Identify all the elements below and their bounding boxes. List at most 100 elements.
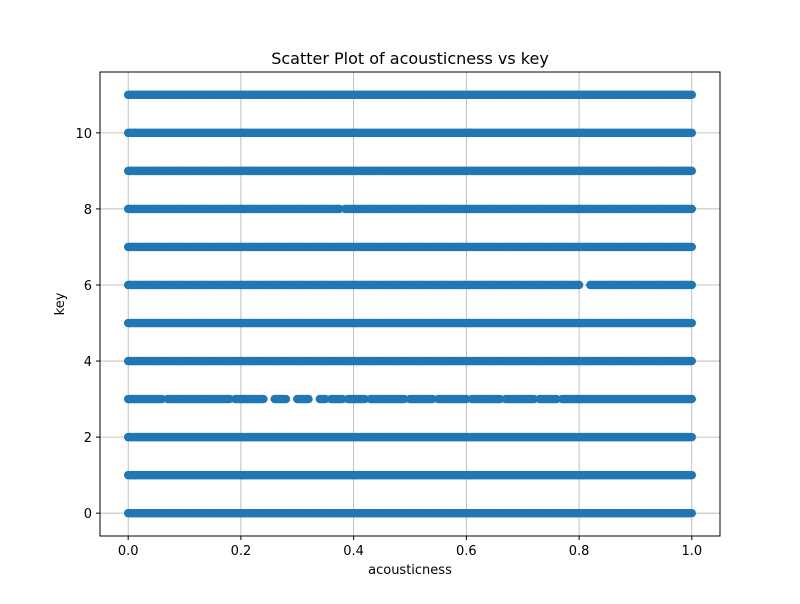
data-point [153,90,163,100]
data-point [489,280,499,290]
data-point [225,90,235,100]
data-point [285,356,295,366]
data-point [641,394,651,404]
data-point [333,204,343,214]
data-point [279,318,289,328]
data-point [339,128,349,138]
data-point [627,432,637,442]
data-point [585,432,595,442]
y-tick-label: 4 [84,355,92,370]
data-point [291,242,301,252]
data-point [670,204,680,214]
data-point [279,508,289,518]
point-row-key-6 [123,280,697,290]
data-point [375,166,385,176]
data-point [435,166,445,176]
data-point [231,318,241,328]
data-point [315,242,325,252]
data-point [219,90,229,100]
data-point [647,394,657,404]
data-point [255,508,265,518]
data-point [447,318,457,328]
data-point [387,90,397,100]
data-point [436,204,446,214]
data-point [550,204,560,214]
data-point [537,90,547,100]
data-point [343,394,353,404]
data-point [279,242,289,252]
data-point [615,432,625,442]
data-point [441,166,451,176]
data-point [483,318,493,328]
data-point [153,280,163,290]
data-point [135,356,145,366]
data-point [549,508,559,518]
data-point [549,128,559,138]
data-point [519,128,529,138]
data-point [429,318,439,328]
data-point [459,432,469,442]
data-point [459,280,469,290]
data-point [231,242,241,252]
data-point [237,90,247,100]
data-point [640,280,649,290]
data-point [429,470,439,480]
data-point [405,90,415,100]
data-point [681,356,691,366]
data-point [483,280,493,290]
data-point [255,204,265,214]
data-point [399,470,409,480]
data-point [345,90,355,100]
data-point [471,90,481,100]
data-point [213,204,223,214]
data-point [141,508,151,518]
data-point [183,318,193,328]
data-point [355,394,365,404]
data-point [513,432,523,442]
data-point [453,90,463,100]
data-point [201,318,211,328]
data-point [502,204,512,214]
data-point [169,394,178,404]
x-tick-label: 0.0 [118,544,139,559]
data-point [585,356,595,366]
data-point [639,432,649,442]
data-point [658,280,667,290]
data-point [159,242,169,252]
data-point [453,128,463,138]
data-point [351,432,361,442]
data-point [531,242,541,252]
data-point [465,318,475,328]
data-point [243,242,253,252]
data-point [141,394,151,404]
data-point [485,394,495,404]
data-point [639,318,649,328]
data-point [141,280,151,290]
data-point [519,166,529,176]
data-point [369,508,379,518]
data-point [531,318,541,328]
data-point [669,508,679,518]
data-point [309,242,319,252]
data-point [535,394,544,404]
data-point [393,470,403,480]
data-point [591,242,601,252]
data-point [473,394,483,404]
data-point [555,166,565,176]
data-point [279,280,289,290]
data-point [297,508,307,518]
data-point [195,204,205,214]
data-point [567,356,577,366]
data-point [219,166,229,176]
data-point [147,242,157,252]
data-point [657,356,667,366]
data-point [165,166,175,176]
data-point [627,128,637,138]
data-point [207,470,217,480]
point-row-key-3 [123,394,697,404]
data-point [591,508,601,518]
data-point [635,394,645,404]
data-point [201,356,211,366]
data-point [645,470,655,480]
data-point [657,318,667,328]
